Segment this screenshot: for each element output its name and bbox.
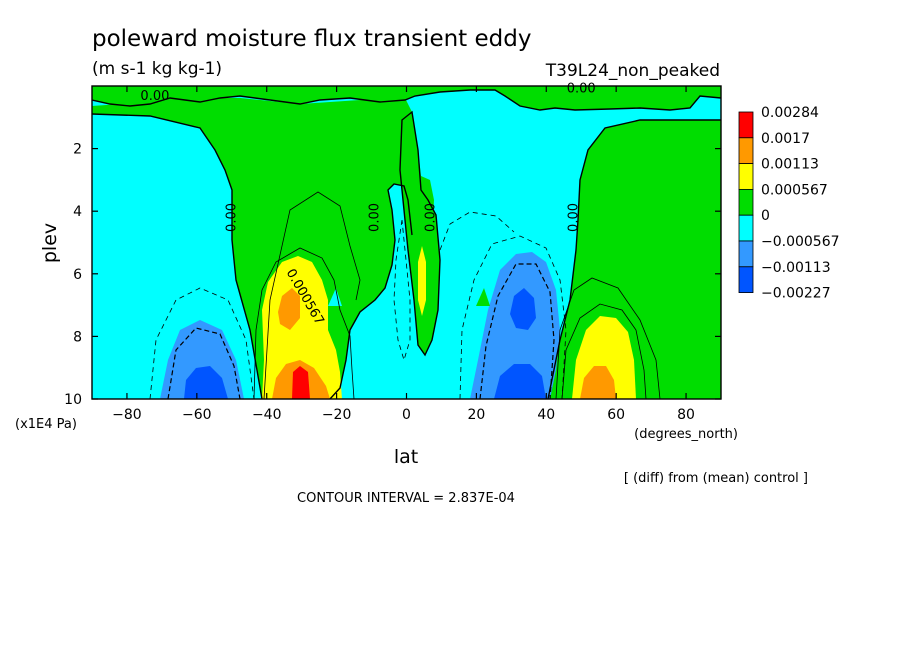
field-south-negative (160, 320, 244, 399)
colorbar-swatch (738, 214, 754, 242)
x-tick-label: −40 (252, 407, 282, 423)
colorbar-label: 0.0017 (761, 131, 810, 147)
contour-zero-top (92, 89, 721, 111)
contour-negative-strong-north (479, 263, 555, 399)
contour-negative-strong-south (167, 327, 241, 399)
contour-zero-south (92, 113, 263, 399)
colorbar: 0.00284 0.0017 0.00113 0.000567 0 −0.000567 −0… (738, 105, 840, 302)
colorbar-swatch (738, 266, 754, 293)
field-south-negative-strong (184, 366, 228, 399)
contour-label: 0.00 (224, 203, 239, 232)
contour-positive-south-outer (263, 191, 361, 399)
colorbar-label: −0.00113 (761, 260, 831, 276)
colorbar-label: 0 (761, 208, 770, 224)
y-tick-label: 4 (73, 204, 82, 220)
field-south-yellow (262, 256, 342, 399)
contour-positive-north-outer (555, 277, 661, 399)
contour-interval-note: CONTOUR INTERVAL = 2.837E-04 (297, 491, 515, 506)
x-tick-label: 80 (677, 407, 695, 423)
contour-positive-south (253, 247, 355, 399)
y-tick-label: 6 (73, 267, 82, 283)
y-tick-label: 8 (73, 329, 82, 345)
y-axis-label: plev (39, 223, 61, 263)
colorbar-label: 0.00284 (761, 105, 819, 121)
chart-units: (m s-1 kg kg-1) (92, 59, 222, 79)
field-north-negative-strong-upper (510, 288, 536, 330)
colorbar-swatch (738, 111, 754, 139)
contour-zero-equator-north (399, 110, 441, 357)
contour-negative-equator-south (393, 219, 411, 362)
field-south-orange-upper (278, 288, 300, 330)
contour-zero-equator-south (329, 183, 413, 399)
contour-label: 0.00 (567, 203, 582, 232)
x-tick-label: 60 (607, 407, 625, 423)
field-south-red (292, 366, 310, 399)
x-tick-label: 20 (467, 407, 485, 423)
contour-negative-north (459, 235, 567, 399)
colorbar-swatch (738, 240, 754, 268)
colorbar-label: −0.00227 (761, 286, 831, 302)
field-equator-positive (400, 112, 440, 355)
contour-positive-north (561, 303, 647, 399)
contour-lines (92, 89, 721, 399)
colorbar-swatch (738, 163, 754, 190)
field-cyan-spot-2 (366, 342, 374, 360)
field-green-spot-north (476, 288, 490, 306)
x-tick-label: −60 (182, 407, 212, 423)
contour-negative-equator-north (439, 211, 515, 251)
x-tick-label: 40 (537, 407, 555, 423)
contour-field (92, 86, 721, 399)
colorbar-label: 0.00113 (761, 157, 819, 173)
contour-negative-south (149, 287, 255, 399)
y-axis: 2 4 6 8 10 (64, 142, 721, 408)
x-axis-units: (degrees_north) (634, 427, 738, 442)
contour-label: 0.00 (423, 203, 438, 232)
y-tick-label: 2 (73, 142, 82, 158)
field-north-negative-strong-lower (494, 364, 546, 399)
x-tick-label: −20 (322, 407, 352, 423)
field-north-orange (580, 366, 616, 399)
contour-zero-north (547, 119, 721, 399)
x-axis: −80 −60 −40 −20 0 20 40 60 80 (112, 86, 695, 423)
diff-note: [ (diff) from (mean) control ] (624, 471, 808, 486)
colorbar-swatch (738, 188, 754, 216)
contour-label: 0.00 (567, 81, 596, 96)
y-tick-label: 10 (64, 392, 82, 408)
x-tick-label: 0 (402, 407, 411, 423)
contour-label: 0.00 (140, 89, 169, 104)
x-tick-label: −80 (112, 407, 142, 423)
field-top-green-band (92, 86, 721, 110)
colorbar-label: 0.000567 (761, 182, 828, 198)
field-south-positive (92, 98, 434, 399)
contour-label: 0.00 (368, 203, 383, 232)
field-equator-yellow (418, 246, 426, 316)
y-axis-units: (x1E4 Pa) (15, 417, 77, 432)
x-axis-label: lat (394, 446, 418, 468)
chart-title: poleward moisture flux transient eddy (92, 26, 531, 52)
experiment-label: T39L24_non_peaked (545, 61, 720, 81)
colorbar-label: −0.000567 (761, 234, 840, 250)
colorbar-swatch (738, 137, 754, 165)
